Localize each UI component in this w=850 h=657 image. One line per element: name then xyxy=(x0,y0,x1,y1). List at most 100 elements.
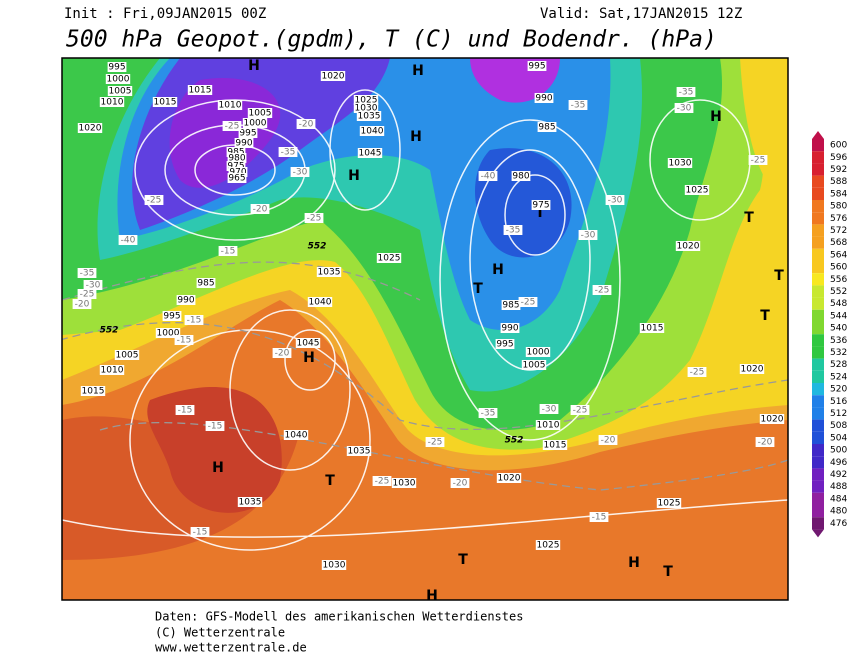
isobar-label-box xyxy=(320,71,346,81)
colorbar-label: 552 xyxy=(830,287,847,297)
isobar-label: 995 xyxy=(108,63,125,73)
isobar-label: 1025 xyxy=(537,541,560,551)
isobar-label-box xyxy=(495,339,515,349)
isotherm-label-box xyxy=(118,235,138,245)
isobar-label: 1045 xyxy=(297,339,320,349)
high-pressure-marker: H xyxy=(348,168,360,184)
isobar-label-box xyxy=(500,323,520,333)
isobar-label-box xyxy=(227,153,247,163)
colorbar-label: 536 xyxy=(830,336,847,346)
isotherm-label: -35 xyxy=(281,148,296,158)
isotherm-label: -25 xyxy=(225,122,240,132)
isotherm-label-box xyxy=(687,367,707,377)
isotherm-label: -15 xyxy=(193,528,208,538)
height-contour-label: 552 xyxy=(308,242,327,252)
isotherm-label-box xyxy=(304,213,324,223)
colorbar-label: 544 xyxy=(830,311,847,321)
isobar-label: 1020 xyxy=(677,242,700,252)
isobar-label-box xyxy=(684,185,710,195)
isotherm-label: -30 xyxy=(608,196,623,206)
colorbar-label: 508 xyxy=(830,421,847,431)
colorbar-swatch xyxy=(812,444,824,457)
isotherm-label-box xyxy=(578,230,598,240)
colorbar-label: 504 xyxy=(830,433,847,443)
isotherm-label-box xyxy=(503,225,523,235)
isobar-label: 1020 xyxy=(322,72,345,82)
isobar-label-box xyxy=(534,93,554,103)
isobar-label-box xyxy=(295,338,321,348)
isobar-label: 1005 xyxy=(523,361,546,371)
colorbar-swatch xyxy=(812,517,824,530)
isobar-label: 990 xyxy=(235,139,252,149)
colorbar-swatch xyxy=(812,334,824,347)
isotherm-label: -25 xyxy=(751,156,766,166)
isobar-label-box xyxy=(107,86,133,96)
isotherm-label: -15 xyxy=(177,336,192,346)
init-time: Init : Fri,09JAN2015 00Z xyxy=(64,6,266,22)
isobar-label-box xyxy=(247,108,273,118)
isobar-label: 985 xyxy=(227,148,244,158)
isotherm-label-box xyxy=(372,476,392,486)
isobar-label-box xyxy=(176,295,196,305)
low-pressure-marker: T xyxy=(325,473,335,489)
colorbar-swatch xyxy=(812,309,824,322)
isotherm-label: -25 xyxy=(80,290,95,300)
colorbar-swatch xyxy=(812,456,824,469)
colorbar-swatch xyxy=(812,261,824,274)
isobar-label: 1030 xyxy=(669,159,692,169)
isobar-label: 995 xyxy=(528,62,545,72)
isobar-label: 1030 xyxy=(355,104,378,114)
isotherm-label: -30 xyxy=(86,281,101,291)
isobar-label: 1020 xyxy=(79,124,102,134)
colorbar-swatch xyxy=(812,151,824,164)
isobar-label: 1035 xyxy=(358,112,381,122)
colorbar-label: 592 xyxy=(830,165,847,175)
isotherm-label-box xyxy=(568,100,588,110)
low-pressure-marker: T xyxy=(774,268,784,284)
isobar-label: 1040 xyxy=(309,298,332,308)
isotherm-label: -35 xyxy=(80,269,95,279)
isotherm-label: -30 xyxy=(677,104,692,114)
colorbar-label: 568 xyxy=(830,238,847,248)
isobar-label-box xyxy=(237,497,263,507)
isotherm-label-box xyxy=(674,103,694,113)
colorbar-arrow-bottom xyxy=(812,529,824,538)
isotherm-label: -25 xyxy=(573,406,588,416)
isobar-label: 1000 xyxy=(157,329,180,339)
isobar-label-box xyxy=(238,128,258,138)
isobar-label-box xyxy=(359,126,385,136)
isobar-label-box xyxy=(187,85,213,95)
colorbar-swatch xyxy=(812,468,824,481)
isotherm-label: -30 xyxy=(581,231,596,241)
isobar-label: 1015 xyxy=(82,387,105,397)
colorbar-label: 524 xyxy=(830,372,847,382)
colorbar-swatch xyxy=(812,505,824,518)
isotherm-label: -35 xyxy=(679,88,694,98)
isotherm-label-box xyxy=(478,408,498,418)
isobar-label: 1010 xyxy=(101,366,124,376)
colorbar-label: 532 xyxy=(830,348,847,358)
isotherm-label: -15 xyxy=(221,247,236,257)
colorbar-swatch xyxy=(812,492,824,505)
isotherm-label: -15 xyxy=(187,316,202,326)
isotherm-label-box xyxy=(598,435,618,445)
isobar-label-box xyxy=(357,148,383,158)
isotherm-label: -35 xyxy=(571,101,586,111)
isotherm-label: -30 xyxy=(542,405,557,415)
isobar-label-box xyxy=(217,100,243,110)
isotherm-label-box xyxy=(190,527,210,537)
isobar-label: 1025 xyxy=(658,499,681,509)
isobar-label: 1025 xyxy=(686,186,709,196)
isotherm-label: -25 xyxy=(521,298,536,308)
isotherm-label: -30 xyxy=(293,168,308,178)
isobar-label-box xyxy=(107,62,127,72)
high-pressure-marker: H xyxy=(412,63,424,79)
colorbar-label: 484 xyxy=(830,494,847,504)
isotherm-label-box xyxy=(184,315,204,325)
colorbar-swatch xyxy=(812,212,824,225)
isobar-label: 975 xyxy=(227,162,244,172)
isobar-label: 1015 xyxy=(544,441,567,451)
colorbar-label: 520 xyxy=(830,385,847,395)
colorbar-swatch xyxy=(812,175,824,188)
colorbar-swatch xyxy=(812,187,824,200)
